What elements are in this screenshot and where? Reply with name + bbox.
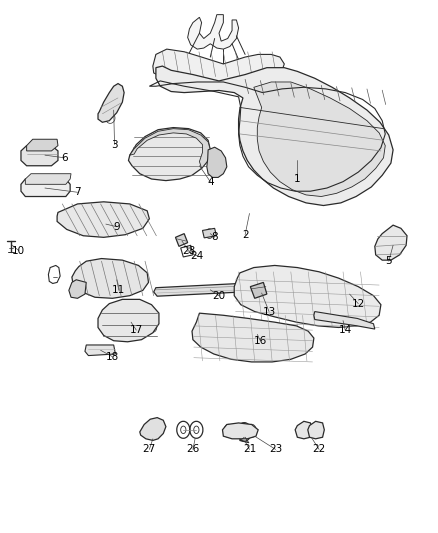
Text: 8: 8 <box>212 232 218 243</box>
Polygon shape <box>21 146 58 166</box>
Text: 12: 12 <box>352 298 365 309</box>
Text: 26: 26 <box>186 445 200 455</box>
Polygon shape <box>176 233 187 246</box>
Polygon shape <box>128 127 210 181</box>
Polygon shape <box>98 84 124 122</box>
Polygon shape <box>192 313 314 362</box>
Text: 14: 14 <box>339 325 352 335</box>
Text: 4: 4 <box>207 176 214 187</box>
Polygon shape <box>308 421 324 439</box>
Polygon shape <box>156 66 393 206</box>
Text: 17: 17 <box>130 325 143 335</box>
Text: 9: 9 <box>113 222 120 232</box>
Text: 10: 10 <box>12 246 25 256</box>
Polygon shape <box>130 128 210 168</box>
Polygon shape <box>25 174 71 184</box>
Text: 1: 1 <box>294 174 300 184</box>
Polygon shape <box>223 423 258 439</box>
Text: 18: 18 <box>106 352 119 361</box>
Text: 16: 16 <box>254 336 267 346</box>
Text: 2: 2 <box>242 230 248 240</box>
Polygon shape <box>154 284 243 296</box>
Polygon shape <box>251 282 267 298</box>
Text: 7: 7 <box>74 187 81 197</box>
Text: 22: 22 <box>312 445 326 455</box>
Polygon shape <box>85 345 116 356</box>
Polygon shape <box>21 179 70 197</box>
Polygon shape <box>295 421 313 439</box>
Text: 5: 5 <box>385 256 392 266</box>
Text: 6: 6 <box>61 153 68 163</box>
Polygon shape <box>254 82 385 197</box>
Polygon shape <box>57 202 149 237</box>
Polygon shape <box>375 225 407 260</box>
Polygon shape <box>314 312 375 329</box>
Text: 28: 28 <box>182 246 195 256</box>
Text: 21: 21 <box>243 445 256 455</box>
Text: 24: 24 <box>191 251 204 261</box>
Polygon shape <box>69 280 86 298</box>
Text: 20: 20 <box>212 290 226 301</box>
Text: 3: 3 <box>111 140 118 150</box>
Text: 13: 13 <box>262 306 276 317</box>
Text: 27: 27 <box>143 445 156 455</box>
Polygon shape <box>27 139 58 151</box>
Text: 11: 11 <box>112 285 126 295</box>
Polygon shape <box>98 300 159 342</box>
Polygon shape <box>187 14 239 49</box>
Text: 23: 23 <box>269 445 282 455</box>
Polygon shape <box>153 49 284 84</box>
Polygon shape <box>72 259 148 298</box>
Polygon shape <box>207 147 227 177</box>
Polygon shape <box>234 265 381 327</box>
Polygon shape <box>140 418 166 440</box>
Polygon shape <box>202 228 216 238</box>
